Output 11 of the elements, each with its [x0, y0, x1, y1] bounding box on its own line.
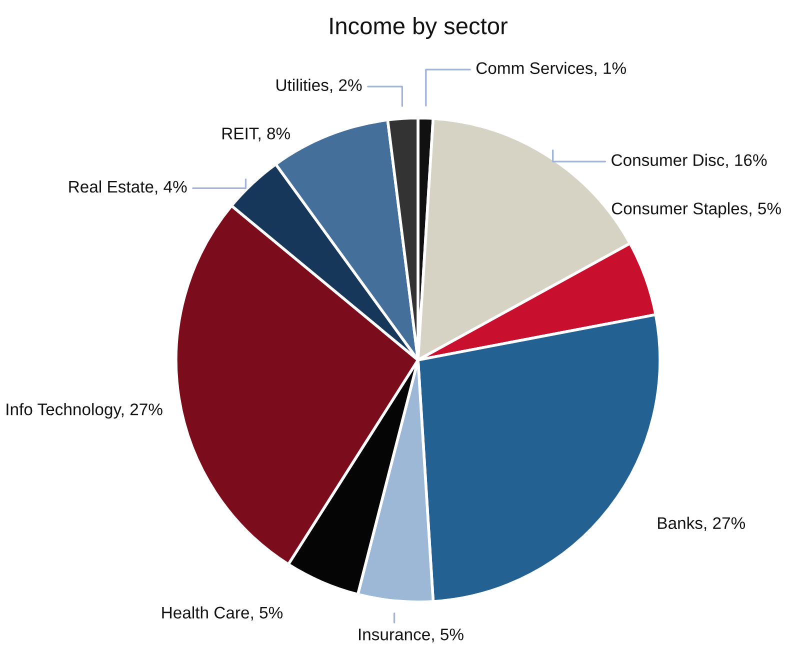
slice-label: Health Care, 5% — [162, 606, 283, 621]
slice-label: Comm Services, 1% — [476, 62, 626, 76]
slice-label: Real Estate, 4% — [69, 180, 187, 195]
slice-label: Consumer Staples, 5% — [612, 202, 781, 218]
slice-label: Banks, 27% — [658, 516, 746, 532]
chart-title: Income by sector — [330, 16, 508, 40]
slice-label: Utilities, 2% — [276, 78, 362, 93]
slice-label: Insurance, 5% — [359, 628, 464, 642]
slice-label: Info Technology, 27% — [6, 403, 162, 419]
slice-label: REIT, 8% — [222, 128, 290, 142]
slice-label: Consumer Disc, 16% — [612, 154, 767, 168]
